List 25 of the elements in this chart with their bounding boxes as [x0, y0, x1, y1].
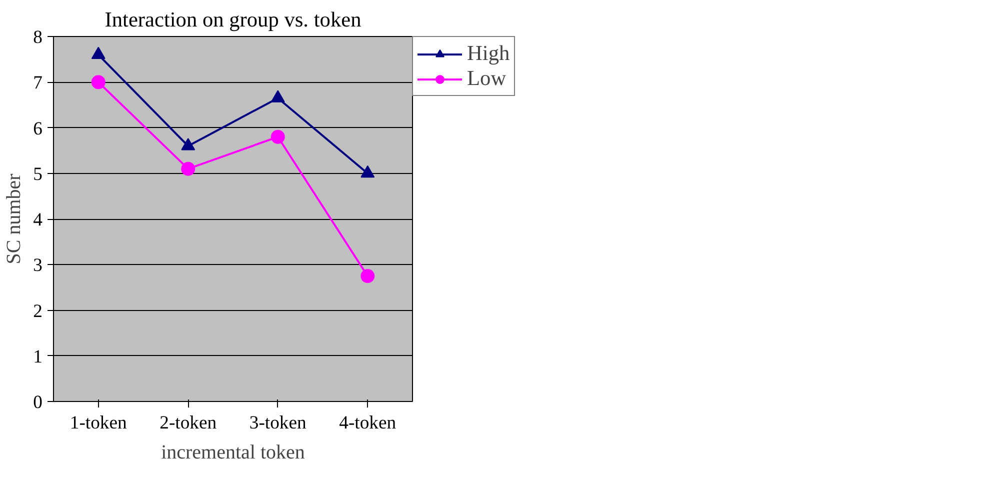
point — [360, 269, 375, 284]
point — [181, 138, 196, 150]
y-tick-label: 0 — [33, 392, 42, 413]
y-tick-label: 8 — [33, 27, 42, 48]
x-tick-label: 1-token — [70, 412, 128, 434]
legend-label: High — [467, 41, 510, 66]
x-axis-title: incremental token — [161, 442, 305, 464]
point — [360, 165, 375, 178]
legend-label: Low — [467, 66, 506, 91]
y-tick-label: 5 — [33, 164, 42, 185]
y-tick-label: 4 — [33, 210, 44, 230]
chart-title: Interaction on group vs. token — [104, 8, 362, 32]
y-tick-label: 7 — [33, 72, 42, 94]
y-axis-title: SC number — [3, 173, 26, 264]
y-tick-label: 6 — [33, 118, 42, 140]
x-tick-label: 3-token — [249, 412, 308, 434]
y-tick-label: 1 — [33, 346, 42, 368]
point — [270, 130, 285, 144]
y-tick-label: 2 — [33, 300, 42, 322]
x-tick-label: 2-token — [160, 412, 218, 434]
point — [91, 46, 106, 60]
point — [181, 162, 196, 176]
y-tick-label: 3 — [33, 255, 42, 276]
point — [270, 90, 285, 102]
x-tick-label: 4-token — [339, 412, 397, 434]
